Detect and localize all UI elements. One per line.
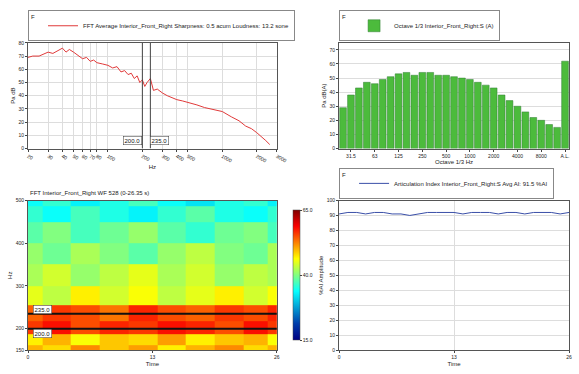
svg-text:60: 60 — [330, 257, 336, 263]
svg-text:90: 90 — [330, 212, 336, 218]
svg-text:200.0: 200.0 — [125, 138, 141, 144]
svg-text:200: 200 — [141, 153, 151, 162]
svg-text:50: 50 — [18, 79, 24, 85]
svg-text:500: 500 — [16, 197, 25, 203]
svg-text:80: 80 — [330, 227, 336, 233]
svg-text:Octave 1/3 Interior_Front_Righ: Octave 1/3 Interior_Front_Right:S (A) — [394, 23, 493, 29]
svg-text:0: 0 — [332, 145, 335, 151]
svg-text:Time: Time — [447, 361, 461, 367]
svg-text:8000: 8000 — [536, 153, 547, 159]
svg-text:300: 300 — [16, 283, 25, 289]
svg-text:20: 20 — [18, 119, 24, 125]
svg-text:500: 500 — [442, 153, 451, 159]
svg-text:70: 70 — [330, 47, 336, 53]
svg-text:Pa dB(A): Pa dB(A) — [321, 84, 327, 108]
svg-text:200: 200 — [16, 325, 25, 331]
svg-text:Time: Time — [146, 361, 160, 367]
svg-text:40: 40 — [330, 89, 336, 95]
svg-text:FFT Interior_Front_Right WF 52: FFT Interior_Front_Right WF 528 (0-26.35… — [30, 190, 149, 196]
svg-text:F: F — [31, 14, 35, 20]
svg-text:70: 70 — [330, 242, 336, 248]
svg-text:50: 50 — [72, 153, 80, 161]
svg-text:Hz: Hz — [7, 272, 13, 279]
svg-text:70: 70 — [18, 53, 24, 59]
svg-text:60: 60 — [18, 66, 24, 72]
svg-text:40: 40 — [61, 153, 69, 161]
svg-text:150: 150 — [16, 347, 25, 353]
svg-text:400: 400 — [16, 240, 25, 246]
svg-text:30: 30 — [18, 106, 24, 112]
svg-text:Octave 1/3 Hz: Octave 1/3 Hz — [435, 159, 473, 165]
svg-text:50: 50 — [330, 75, 336, 81]
svg-text:100: 100 — [106, 153, 116, 162]
svg-text:13: 13 — [451, 354, 457, 360]
svg-text:30: 30 — [330, 302, 336, 308]
svg-text:100: 100 — [327, 197, 336, 203]
svg-text:15.0: 15.0 — [303, 337, 313, 343]
svg-text:20: 20 — [330, 317, 336, 323]
svg-text:40: 40 — [18, 92, 24, 98]
svg-text:20: 20 — [26, 153, 34, 161]
svg-text:235.0: 235.0 — [35, 307, 51, 313]
svg-text:200.0: 200.0 — [35, 331, 51, 337]
svg-text:60: 60 — [81, 153, 89, 161]
svg-text:500: 500 — [186, 153, 196, 162]
svg-text:40.0: 40.0 — [303, 272, 313, 278]
svg-text:F: F — [342, 172, 346, 178]
svg-text:F: F — [342, 14, 346, 20]
svg-text:13: 13 — [150, 354, 156, 360]
svg-text:0: 0 — [27, 354, 30, 360]
svg-text:3000: 3000 — [275, 153, 288, 164]
svg-text:Hz: Hz — [149, 164, 156, 170]
svg-text:40: 40 — [330, 287, 336, 293]
svg-text:10: 10 — [330, 131, 336, 137]
svg-text:20: 20 — [330, 117, 336, 123]
svg-text:2000: 2000 — [488, 153, 499, 159]
svg-text:1000: 1000 — [221, 153, 234, 164]
svg-text:Pa dB: Pa dB — [10, 88, 16, 104]
svg-text:1000: 1000 — [464, 153, 475, 159]
svg-text:70: 70 — [88, 153, 96, 161]
svg-text:10: 10 — [330, 332, 336, 338]
svg-text:300: 300 — [161, 153, 171, 162]
svg-text:63: 63 — [372, 153, 378, 159]
svg-text:4000: 4000 — [512, 153, 523, 159]
svg-text:FFT Average Interior_Front_Rig: FFT Average Interior_Front_Right Sharpne… — [83, 23, 289, 29]
svg-text:0: 0 — [338, 354, 341, 360]
svg-text:250: 250 — [418, 153, 427, 159]
svg-text:65.0: 65.0 — [303, 207, 313, 213]
svg-text:10: 10 — [18, 132, 24, 138]
svg-text:%AI Amplitude: %AI Amplitude — [318, 255, 324, 295]
svg-text:Articulation Index Interior_Fr: Articulation Index Interior_Front_Right:… — [394, 181, 547, 187]
svg-text:125: 125 — [394, 153, 403, 159]
svg-text:26: 26 — [566, 354, 572, 360]
svg-text:2000: 2000 — [255, 153, 268, 164]
svg-text:80: 80 — [18, 40, 24, 46]
svg-text:26: 26 — [274, 354, 280, 360]
svg-text:0: 0 — [332, 347, 335, 353]
svg-text:60: 60 — [330, 61, 336, 67]
svg-text:30: 30 — [330, 103, 336, 109]
svg-text:30: 30 — [46, 153, 54, 161]
svg-text:80: 80 — [95, 153, 103, 161]
svg-text:31.5: 31.5 — [346, 153, 356, 159]
svg-text:50: 50 — [330, 272, 336, 278]
svg-text:0: 0 — [21, 145, 24, 151]
svg-text:A.L.: A.L. — [561, 153, 570, 159]
svg-text:235.0: 235.0 — [152, 138, 168, 144]
svg-text:400: 400 — [175, 153, 185, 162]
